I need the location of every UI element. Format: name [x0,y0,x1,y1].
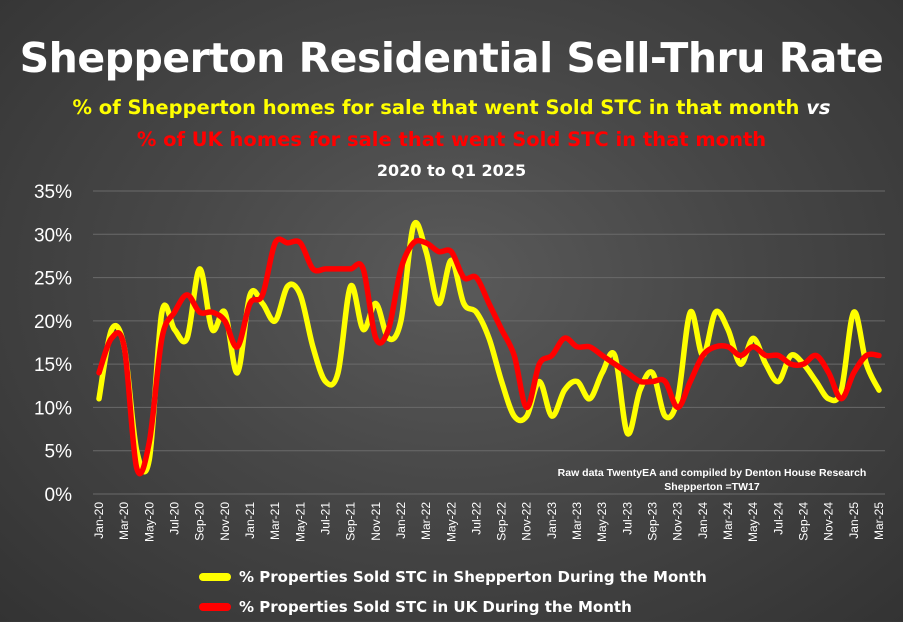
subtitle-uk: % of UK homes for sale that went Sold ST… [136,128,767,151]
x-tick-label: May-23 [595,502,609,542]
y-tick-label: 30% [34,225,72,246]
x-tick-label: Mar-20 [117,502,131,540]
legend: % Properties Sold STC in Shepperton Duri… [199,562,707,622]
x-tick-label: Jul-22 [469,502,483,535]
y-tick-label: 0% [45,485,73,506]
source-annotation: Raw data TwentyEA and compiled by Denton… [558,467,867,479]
x-tick-label: Sep-23 [646,502,660,541]
y-tick-label: 35% [34,182,72,203]
x-tick-label: Mar-21 [268,502,282,540]
legend-item-uk: % Properties Sold STC in UK During the M… [199,592,707,622]
x-tick-label: Jan-21 [243,502,257,539]
x-tick-label: May-22 [444,502,458,542]
x-tick-label: Mar-24 [721,502,735,540]
postcode-annotation: Shepperton =TW17 [664,481,760,493]
x-tick-label: Jan-23 [545,502,559,539]
x-tick-label: Jul-21 [318,502,332,535]
x-tick-label: May-20 [142,502,156,542]
x-tick-label: Mar-22 [419,502,433,540]
x-tick-label: Sep-21 [344,502,358,541]
x-tick-label: Jul-23 [620,502,634,535]
x-tick-label: May-24 [746,502,760,542]
x-tick-label: Nov-21 [369,502,383,541]
x-tick-label: Jul-20 [167,502,181,535]
legend-swatch-uk [199,603,231,611]
y-tick-label: 5% [45,442,73,463]
series-line-shepperton [96,220,882,475]
x-tick-label: Sep-20 [193,502,207,541]
subtitle-period: 2020 to Q1 2025 [376,161,527,180]
x-tick-label: Sep-24 [797,502,811,541]
x-tick-label: May-21 [293,502,307,542]
x-tick-label: Nov-23 [671,502,685,541]
x-tick-label: Nov-22 [520,502,534,541]
y-tick-label: 20% [34,312,72,333]
subtitle-vs: vs [806,96,831,119]
x-tick-label: Mar-23 [570,502,584,540]
subtitle-shepperton-text: % of Shepperton homes for sale that went… [72,96,800,119]
y-tick-label: 25% [34,269,72,290]
x-tick-label: Jan-25 [847,502,861,539]
chart-title: Shepperton Residential Sell-Thru Rate [19,34,884,82]
x-tick-label: Nov-24 [822,502,836,541]
x-tick-label: Jan-22 [394,502,408,539]
legend-label-shepperton: % Properties Sold STC in Shepperton Duri… [239,568,707,586]
subtitle-shepperton: % of Shepperton homes for sale that went… [0,96,903,119]
legend-label-uk: % Properties Sold STC in UK During the M… [239,598,632,616]
y-tick-label: 15% [34,355,72,376]
x-tick-label: Nov-20 [218,502,232,541]
x-tick-label: Sep-22 [495,502,509,541]
legend-swatch-shepperton [199,573,231,581]
legend-item-shepperton: % Properties Sold STC in Shepperton Duri… [199,562,707,592]
x-tick-label: Jan-24 [696,502,710,539]
x-tick-label: Jan-20 [92,502,106,539]
x-tick-label: Mar-25 [872,502,886,540]
y-tick-label: 10% [34,398,72,419]
x-tick-label: Jul-24 [771,502,785,535]
series-line-uk [96,236,882,477]
